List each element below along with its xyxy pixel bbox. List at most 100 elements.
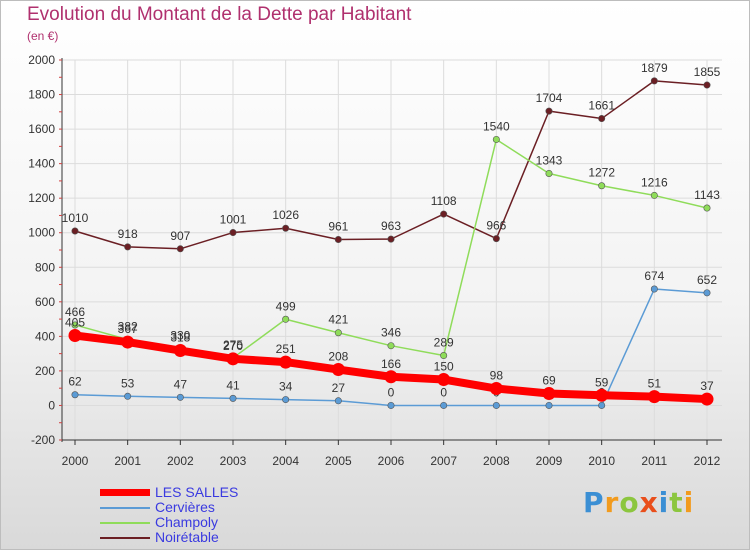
y-tick-label: 800 (35, 260, 55, 274)
data-label-noiretable: 963 (381, 219, 401, 233)
data-point-les-salles (489, 382, 503, 396)
chart-subtitle: (en €) (27, 29, 59, 43)
data-point-noiretable (124, 243, 132, 251)
data-label-cervieres: 652 (697, 273, 717, 287)
data-label-les-salles: 367 (118, 322, 138, 336)
y-tick-label: 0 (48, 398, 55, 412)
data-label-cervieres: 62 (68, 375, 82, 389)
data-label-les-salles: 51 (648, 377, 662, 391)
y-tick-label: 400 (35, 329, 55, 343)
data-label-champoly: 330 (170, 328, 190, 342)
data-label-champoly: 499 (276, 299, 296, 313)
data-label-cervieres: 674 (644, 269, 664, 283)
data-label-cervieres: 53 (121, 376, 135, 390)
data-label-les-salles: 318 (170, 331, 190, 345)
data-label-les-salles: 37 (700, 379, 714, 393)
data-label-cervieres: 47 (174, 377, 188, 391)
data-point-champoly (545, 169, 553, 177)
data-point-les-salles (384, 370, 398, 384)
data-label-champoly: 1343 (536, 153, 563, 167)
x-tick-label: 2003 (220, 454, 247, 468)
data-label-les-salles: 150 (434, 360, 454, 374)
legend-item-noiretable: Noirétable (100, 529, 300, 545)
chart-title: Evolution du Montant de la Dette par Hab… (27, 4, 412, 25)
y-tick-label: 1600 (28, 122, 55, 136)
data-label-les-salles: 208 (328, 350, 348, 364)
data-point-cervieres (71, 391, 79, 399)
data-point-champoly (440, 352, 448, 360)
series-noiretable: 1010 918 907 1001 1026 961 963 1108 966 1704 1661 1… (62, 61, 721, 253)
data-label-champoly: 346 (381, 326, 401, 340)
data-label-champoly: 1143 (694, 188, 720, 202)
data-label-noiretable: 961 (328, 219, 348, 233)
logo-letter: i (658, 486, 670, 519)
data-point-cervieres (650, 285, 658, 293)
data-label-les-salles: 69 (542, 374, 556, 388)
data-point-les-salles (226, 352, 240, 366)
legend-swatch-les-salles (100, 489, 150, 496)
y-tick-label: 1200 (28, 191, 55, 205)
data-point-cervieres (229, 394, 237, 402)
data-point-cervieres (282, 396, 290, 404)
data-label-champoly: 275 (223, 338, 243, 352)
y-tick-label: 1800 (28, 88, 55, 102)
x-tick-label: 2012 (694, 454, 721, 468)
data-point-cervieres (703, 289, 711, 297)
data-point-cervieres (598, 401, 606, 409)
legend-swatch-cervieres (100, 507, 150, 509)
x-tick-label: 2001 (114, 454, 141, 468)
logo-letter: i (683, 486, 695, 519)
data-point-cervieres (545, 401, 553, 409)
data-label-cervieres: 41 (226, 378, 240, 392)
data-label-noiretable: 1108 (431, 194, 457, 208)
data-point-noiretable (176, 245, 184, 253)
data-point-noiretable (229, 229, 237, 237)
logo-letter: P (583, 486, 605, 519)
y-tick-label: 1000 (28, 226, 55, 240)
data-label-les-salles: 270 (223, 339, 243, 353)
data-point-cervieres (440, 401, 448, 409)
data-point-champoly (650, 191, 658, 199)
data-point-champoly (598, 182, 606, 190)
legend-item-les-salles: LES SALLES (100, 484, 300, 500)
data-label-noiretable: 966 (486, 219, 506, 233)
x-tick-label: 2006 (378, 454, 405, 468)
data-point-les-salles (68, 329, 82, 342)
data-point-noiretable (703, 81, 711, 89)
x-tick-label: 2010 (588, 454, 615, 468)
data-label-champoly: 289 (434, 336, 454, 350)
data-point-les-salles (173, 344, 187, 358)
data-label-noiretable: 918 (118, 227, 138, 241)
data-point-cervieres (492, 401, 500, 409)
data-point-champoly (282, 315, 290, 323)
data-point-les-salles (700, 392, 714, 406)
data-point-noiretable (334, 235, 342, 243)
data-point-les-salles (595, 388, 609, 402)
data-point-cervieres (334, 397, 342, 405)
data-point-noiretable (282, 224, 290, 232)
data-point-champoly (387, 342, 395, 350)
data-point-champoly (71, 321, 79, 329)
legend-item-cervieres: Cervières (100, 499, 300, 515)
logo-letter: o (619, 486, 640, 519)
data-label-noiretable: 1026 (272, 208, 299, 222)
data-point-champoly (334, 329, 342, 337)
legend-item-champoly: Champoly (100, 514, 300, 530)
legend-label-noiretable: Noirétable (155, 529, 219, 545)
legend-label-les-salles: LES SALLES (155, 484, 239, 500)
data-label-noiretable: 1855 (694, 65, 721, 79)
data-point-noiretable (440, 210, 448, 218)
data-label-les-salles: 405 (65, 316, 85, 330)
legend-label-champoly: Champoly (155, 514, 219, 530)
data-point-noiretable (71, 227, 79, 235)
series-cervieres: 62534741342700000674652 (68, 269, 717, 409)
data-label-noiretable: 1010 (62, 211, 89, 225)
logo-letter: r (604, 486, 620, 519)
x-tick-label: 2009 (536, 454, 563, 468)
data-label-champoly: 1540 (483, 119, 510, 133)
data-point-cervieres (387, 401, 395, 409)
data-label-champoly: 421 (328, 313, 348, 327)
